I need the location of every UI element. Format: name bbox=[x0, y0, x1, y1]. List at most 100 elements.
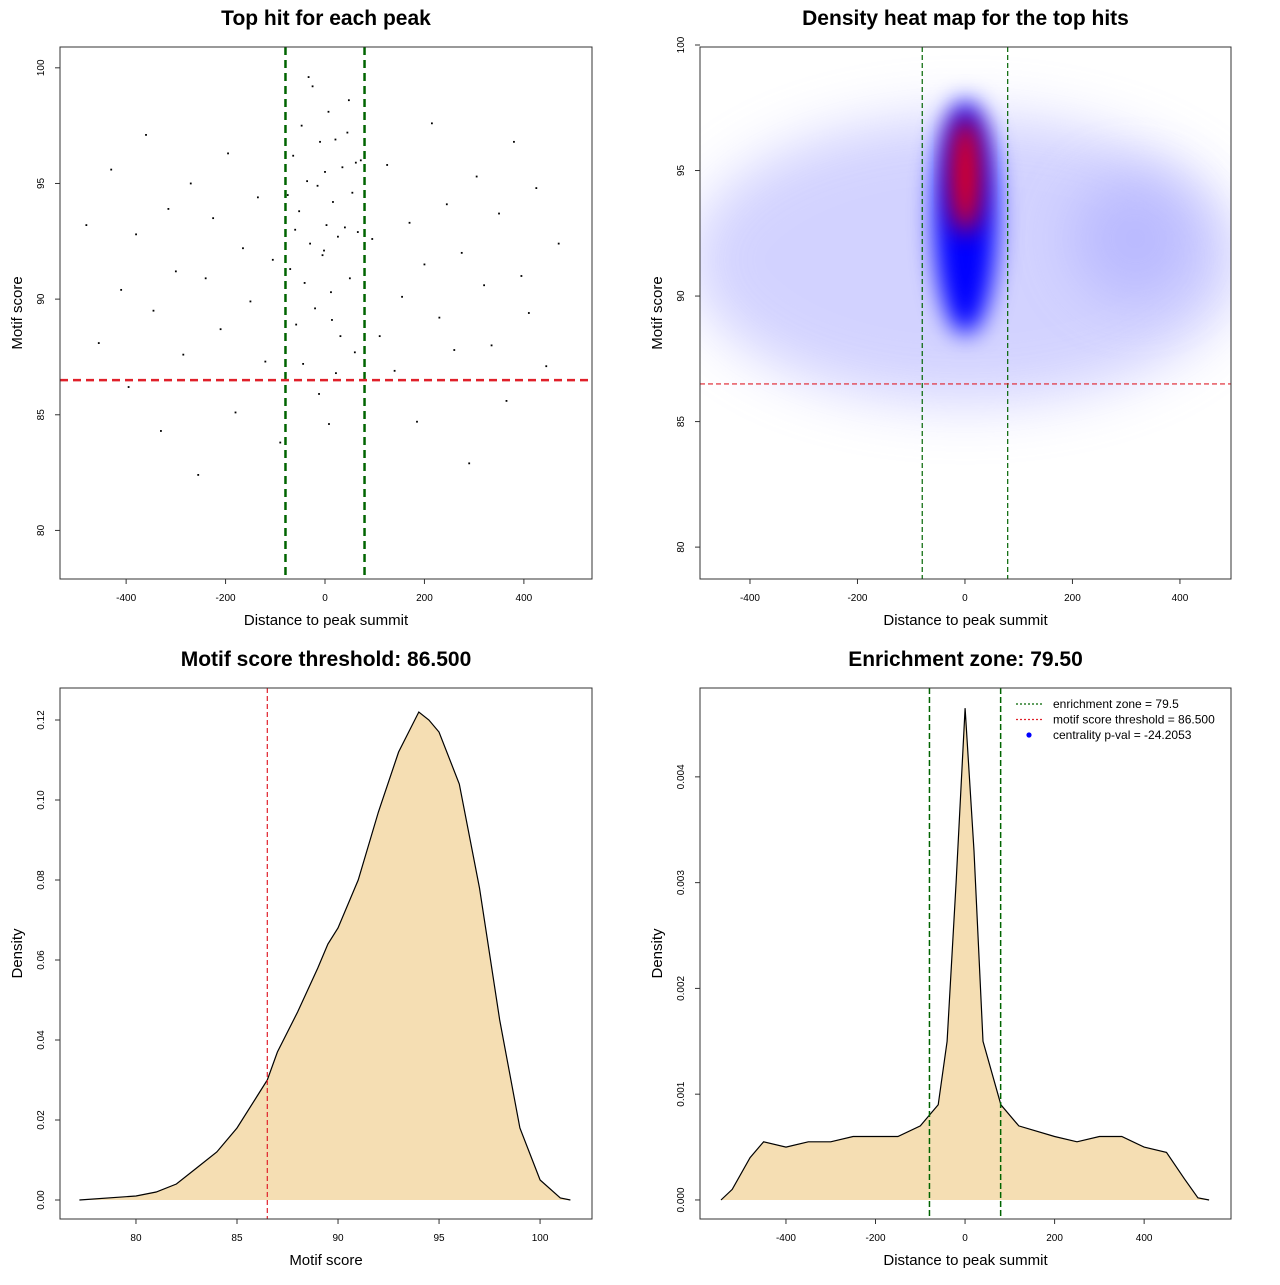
x-tick-label: 95 bbox=[433, 1233, 445, 1244]
scatter-point bbox=[160, 430, 162, 432]
chart-title: Top hit for each peak bbox=[221, 7, 431, 30]
scatter-point bbox=[271, 258, 274, 261]
y-tick-label: 0.000 bbox=[676, 1187, 687, 1212]
scatter-point bbox=[334, 138, 337, 141]
scatter-point bbox=[234, 411, 237, 414]
y-axis-label: Density bbox=[9, 928, 26, 979]
heatmap bbox=[700, 47, 1231, 579]
density-area bbox=[721, 708, 1210, 1200]
scatter-point bbox=[286, 194, 289, 196]
x-tick-label: 200 bbox=[416, 593, 433, 604]
x-axis-label: Distance to peak summit bbox=[244, 612, 409, 629]
scatter-point bbox=[468, 462, 471, 465]
x-tick-label: 0 bbox=[962, 593, 968, 604]
y-tick-label: 85 bbox=[676, 416, 687, 428]
x-tick-label: -200 bbox=[865, 1233, 885, 1244]
scatter-point bbox=[328, 423, 330, 425]
scatter-point bbox=[347, 99, 350, 102]
y-tick-label: 85 bbox=[36, 409, 47, 421]
scatter-point bbox=[356, 231, 359, 233]
density-area bbox=[79, 712, 571, 1200]
scatter-point bbox=[174, 270, 177, 273]
panel: Density heat map for the top hits Distanc… bbox=[649, 7, 1232, 629]
legend-label: motif score threshold = 86.500 bbox=[1053, 713, 1215, 727]
y-axis-label: Density bbox=[649, 928, 666, 979]
scatter-point bbox=[339, 335, 342, 338]
y-tick-label: 100 bbox=[36, 59, 47, 76]
y-axis-label: Motif score bbox=[9, 276, 26, 349]
scatter-point bbox=[295, 323, 298, 326]
scatter-point bbox=[323, 249, 325, 252]
chart-title: Density heat map for the top hits bbox=[802, 7, 1129, 30]
scatter-point bbox=[408, 221, 411, 224]
scatter-point bbox=[337, 235, 339, 238]
scatter-point bbox=[292, 154, 295, 157]
x-axis-label: Distance to peak summit bbox=[883, 1252, 1048, 1269]
scatter-point bbox=[353, 351, 356, 354]
scatter-point bbox=[189, 182, 192, 185]
scatter-point bbox=[343, 226, 346, 229]
scatter-point bbox=[318, 393, 320, 395]
panel: Motif score threshold: 86.500 Motif score… bbox=[9, 648, 593, 1269]
scatter-point bbox=[85, 224, 88, 227]
scatter-point bbox=[110, 168, 113, 171]
scatter-point bbox=[490, 344, 493, 347]
scatter-point bbox=[335, 372, 337, 375]
scatter-point bbox=[302, 362, 305, 365]
y-tick-label: 0.10 bbox=[36, 790, 47, 810]
scatter-point bbox=[505, 399, 508, 402]
scatter-point bbox=[453, 349, 456, 351]
x-tick-label: 90 bbox=[332, 1233, 344, 1244]
scatter-point bbox=[416, 420, 418, 423]
y-tick-label: 0.003 bbox=[676, 870, 687, 895]
x-tick-label: -200 bbox=[847, 593, 867, 604]
y-tick-label: 0.04 bbox=[36, 1030, 47, 1050]
panel: Enrichment zone: 79.50 Distance to peak s… bbox=[649, 648, 1232, 1269]
density-curve bbox=[720, 708, 1210, 1201]
scatter-point bbox=[289, 268, 292, 270]
scatter-point bbox=[332, 201, 334, 203]
x-tick-label: 400 bbox=[516, 593, 533, 604]
plot-frame bbox=[59, 687, 593, 1220]
scatter-point bbox=[311, 85, 314, 88]
scatter-point bbox=[346, 131, 349, 134]
x-tick-label: 400 bbox=[1136, 1233, 1153, 1244]
scatter-point bbox=[298, 210, 301, 213]
scatter-point bbox=[520, 275, 523, 277]
plot-frame bbox=[59, 46, 593, 580]
scatter-point bbox=[378, 335, 381, 338]
scatter-point bbox=[331, 319, 333, 321]
density-cloud bbox=[1071, 174, 1200, 303]
x-tick-label: 400 bbox=[1172, 593, 1189, 604]
y-tick-label: 0.12 bbox=[36, 710, 47, 730]
scatter-point bbox=[294, 228, 297, 231]
scatter-point bbox=[316, 184, 319, 187]
y-tick-label: 0.00 bbox=[36, 1190, 47, 1210]
scatter-point bbox=[321, 254, 324, 257]
scatter-point bbox=[314, 307, 316, 310]
plot-frame bbox=[699, 46, 1232, 580]
scatter-point bbox=[152, 309, 155, 312]
scatter-point bbox=[423, 263, 426, 266]
scatter-point bbox=[371, 238, 374, 240]
scatter-point bbox=[219, 328, 222, 331]
scatter-point bbox=[341, 166, 344, 169]
x-tick-label: -400 bbox=[740, 593, 760, 604]
scatter-point bbox=[327, 110, 330, 113]
density-curve bbox=[79, 711, 571, 1201]
chart-title: Motif score threshold: 86.500 bbox=[181, 648, 472, 671]
y-tick-label: 90 bbox=[676, 290, 687, 302]
y-tick-label: 80 bbox=[676, 541, 687, 553]
y-tick-label: 0.001 bbox=[676, 1081, 687, 1106]
x-tick-label: 200 bbox=[1064, 593, 1081, 604]
x-tick-label: -400 bbox=[116, 593, 136, 604]
y-tick-label: 100 bbox=[676, 36, 687, 53]
scatter-point bbox=[145, 133, 147, 136]
y-axis-label: Motif score bbox=[649, 276, 666, 349]
scatter-point bbox=[97, 342, 100, 344]
scatter-point bbox=[279, 441, 282, 444]
y-tick-label: 90 bbox=[36, 293, 47, 305]
scatter-point bbox=[401, 295, 403, 298]
y-tick-label: 95 bbox=[36, 177, 47, 189]
